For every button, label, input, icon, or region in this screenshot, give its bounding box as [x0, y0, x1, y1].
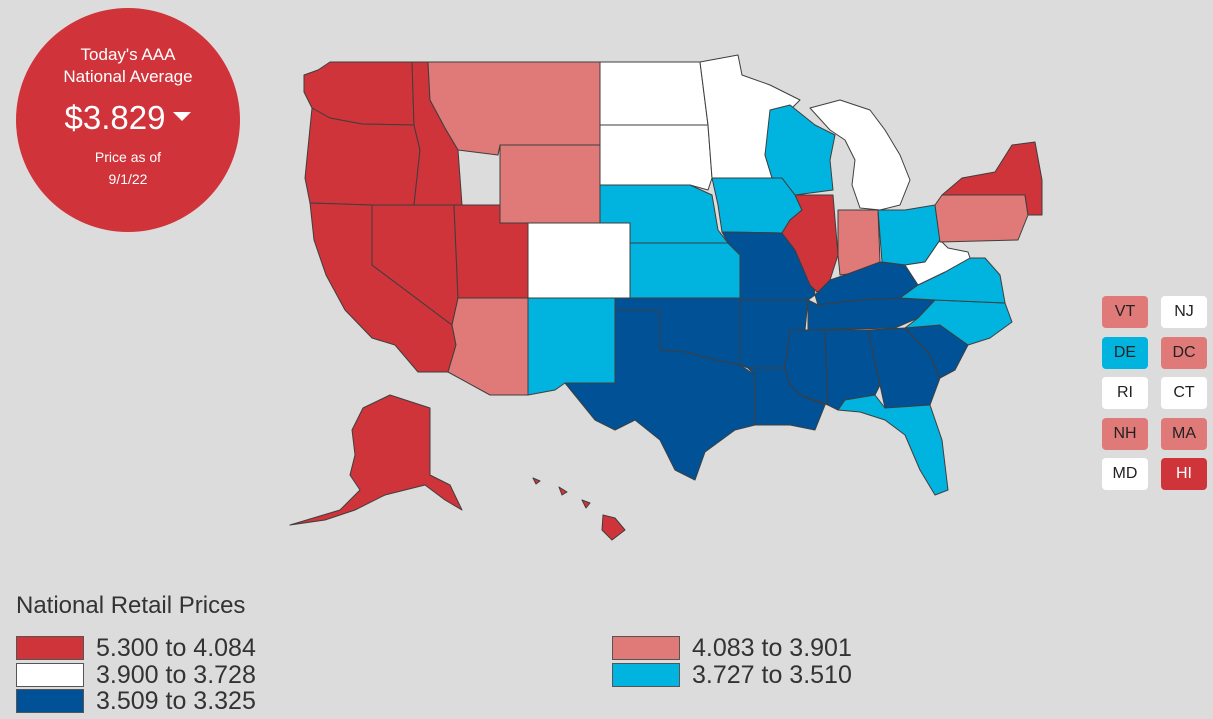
- state-MI[interactable]: [809, 99, 911, 211]
- chip-ma[interactable]: MA: [1161, 418, 1207, 450]
- state-WY[interactable]: [499, 144, 601, 224]
- legend-label: 3.509 to 3.325: [96, 687, 256, 715]
- legend-label: 4.083 to 3.901: [692, 634, 852, 662]
- state-CO[interactable]: [527, 222, 631, 299]
- chip-md[interactable]: MD: [1102, 458, 1148, 490]
- state-ND[interactable]: [599, 61, 709, 126]
- chip-hi[interactable]: HI: [1161, 458, 1207, 490]
- legend-title: National Retail Prices: [16, 592, 246, 619]
- legend-swatch: [612, 636, 680, 660]
- state-HI[interactable]: [532, 477, 626, 541]
- state-WV[interactable]: [904, 239, 971, 286]
- state-IL[interactable]: [781, 194, 839, 296]
- price-value: $3.829: [64, 99, 166, 136]
- price-as-of-label: Price as of: [94, 149, 162, 165]
- chip-ct[interactable]: CT: [1161, 377, 1207, 409]
- legend-label: 3.900 to 3.728: [96, 661, 256, 689]
- state-KS[interactable]: [629, 242, 741, 299]
- caret-down-icon[interactable]: [173, 111, 192, 121]
- chip-de[interactable]: DE: [1102, 337, 1148, 369]
- badge-line1: Today's AAA: [80, 45, 176, 64]
- legend-swatch: [16, 689, 84, 713]
- state-AZ[interactable]: [447, 297, 529, 396]
- national-average-badge: Today's AAA National Average $3.829 Pric…: [16, 8, 240, 232]
- state-TX[interactable]: [564, 309, 756, 481]
- state-MT[interactable]: [427, 61, 601, 156]
- price-as-of-date: 9/1/22: [108, 171, 148, 187]
- chip-nj[interactable]: NJ: [1161, 296, 1207, 328]
- legend-swatch: [612, 663, 680, 687]
- legend-swatch: [16, 636, 84, 660]
- state-WI[interactable]: [764, 104, 836, 196]
- state-NM[interactable]: [527, 297, 616, 396]
- chip-ri[interactable]: RI: [1102, 377, 1148, 409]
- chip-dc[interactable]: DC: [1161, 337, 1207, 369]
- state-SD[interactable]: [599, 124, 713, 191]
- legend-swatch: [16, 663, 84, 687]
- badge-line2: National Average: [63, 67, 193, 86]
- state-AK[interactable]: [289, 394, 463, 526]
- state-NY[interactable]: [941, 141, 1043, 216]
- chip-nh[interactable]: NH: [1102, 418, 1148, 450]
- national-average-price[interactable]: $3.829: [16, 98, 240, 138]
- chip-vt[interactable]: VT: [1102, 296, 1148, 328]
- legend-label: 3.727 to 3.510: [692, 661, 852, 689]
- legend-label: 5.300 to 4.084: [96, 634, 256, 662]
- state-PA[interactable]: [934, 194, 1029, 243]
- state-FL[interactable]: [837, 394, 949, 496]
